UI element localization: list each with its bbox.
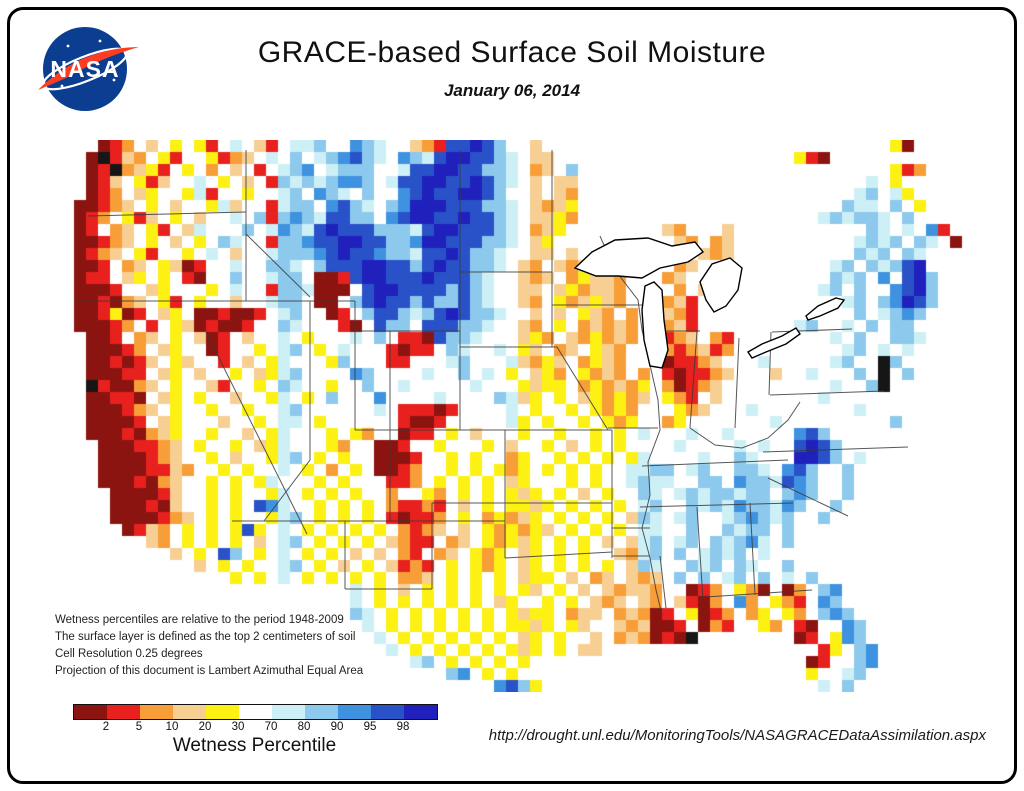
note-line: The surface layer is defined as the top …: [55, 631, 356, 643]
legend-tick: 10: [165, 721, 179, 733]
nasa-logo-globe: [43, 27, 127, 111]
page-title: GRACE-based Surface Soil Moisture: [257, 36, 767, 69]
legend-colorbar: [73, 704, 438, 720]
legend-color-segment: [74, 705, 107, 719]
legend-color-segment: [239, 705, 272, 719]
legend-color-segment: [305, 705, 338, 719]
legend-color-segment: [404, 705, 437, 719]
map-date: January 06, 2014: [443, 81, 581, 100]
legend-tick: 70: [264, 721, 278, 733]
nasa-red-swoosh: [38, 47, 139, 90]
legend-title: Wetness Percentile: [172, 735, 337, 756]
note-line: Wetness percentiles are relative to the …: [55, 614, 344, 626]
wetness-percentile-legend: 2 5 10 20 30 70 80 90 95 98 Wetness Perc…: [73, 704, 438, 757]
soil-moisture-grid-map: [62, 140, 974, 692]
legend-tick: 30: [231, 721, 245, 733]
nasa-logo-text: NASA: [50, 56, 119, 82]
legend-tick: 95: [363, 721, 377, 733]
legend-tick-labels: 2 5 10 20 30 70 80 90 95 98: [73, 720, 436, 734]
legend-color-segment: [140, 705, 173, 719]
nasa-logo: NASA: [38, 27, 139, 111]
legend-tick: 20: [198, 721, 212, 733]
note-line: Cell Resolution 0.25 degrees: [55, 648, 203, 660]
legend-tick: 80: [297, 721, 311, 733]
note-line: Projection of this document is Lambert A…: [55, 665, 364, 677]
legend-color-segment: [107, 705, 140, 719]
legend-tick: 90: [330, 721, 344, 733]
legend-color-segment: [338, 705, 371, 719]
legend-color-segment: [272, 705, 305, 719]
legend-tick: 2: [102, 721, 110, 733]
legend-color-segment: [206, 705, 239, 719]
legend-color-segment: [371, 705, 404, 719]
legend-color-segment: [173, 705, 206, 719]
legend-tick: 98: [396, 721, 410, 733]
legend-tick: 5: [135, 721, 143, 733]
source-url: http://drought.unl.edu/MonitoringTools/N…: [488, 727, 986, 744]
map-notes: Wetness percentiles are relative to the …: [55, 612, 363, 680]
